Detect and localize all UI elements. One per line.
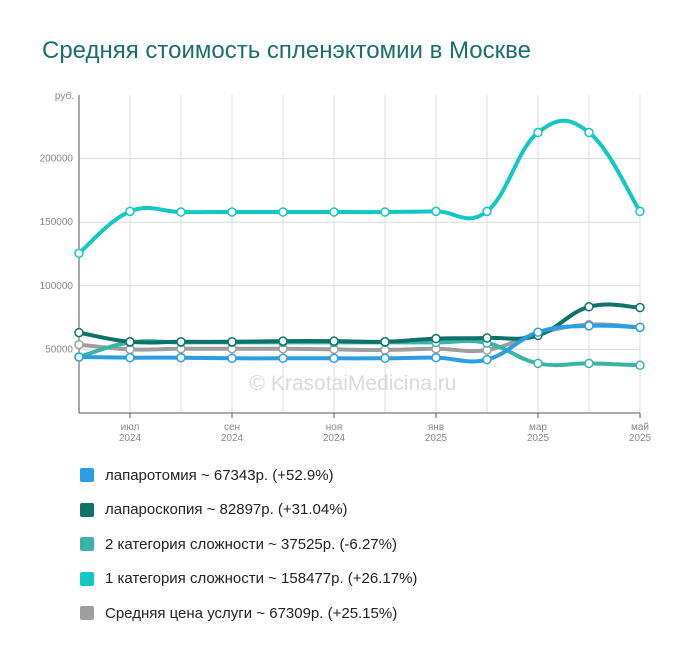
x-tick-label-year: 2025	[629, 433, 652, 444]
data-point[interactable]	[380, 207, 390, 217]
data-point[interactable]	[74, 327, 84, 338]
data-point[interactable]	[278, 336, 288, 346]
legend-label: 1 категория сложности ~ 158477р. (+26.17…	[105, 570, 418, 588]
x-tick-label-year: 2025	[425, 433, 448, 444]
y-tick-label: 200000	[40, 154, 74, 165]
y-tick-label: 150000	[40, 217, 74, 228]
y-tick-labels: 50000 100000 150000 200000	[40, 154, 74, 356]
data-point[interactable]	[482, 206, 492, 217]
series-line-4	[77, 118, 642, 256]
data-point[interactable]	[278, 207, 288, 217]
x-tick-label-month: июл	[121, 422, 140, 433]
series-line-2	[77, 302, 642, 345]
data-point[interactable]	[533, 358, 543, 369]
x-tick-label-year: 2024	[221, 433, 244, 444]
chart-title: Средняя стоимость спленэктомии в Москве	[42, 37, 531, 64]
x-tick-label-year: 2024	[119, 433, 142, 444]
legend-item[interactable]: 1 категория сложности ~ 158477р. (+26.17…	[80, 562, 417, 597]
x-tick-label-month: янв	[428, 422, 444, 433]
data-point[interactable]	[176, 207, 186, 217]
data-point[interactable]	[380, 345, 390, 355]
data-point[interactable]	[329, 207, 339, 217]
data-point[interactable]	[329, 353, 339, 364]
data-point[interactable]	[74, 339, 84, 350]
data-point[interactable]	[329, 336, 339, 346]
legend-label: Средняя цена услуги ~ 67309р. (+25.15%)	[105, 604, 398, 622]
data-point[interactable]	[125, 206, 135, 217]
x-tick-label-month: сен	[224, 422, 240, 433]
series-line-1	[77, 323, 642, 364]
y-tick-label: 100000	[40, 281, 74, 292]
data-point[interactable]	[227, 337, 237, 347]
data-point[interactable]	[380, 337, 390, 347]
data-point[interactable]	[584, 127, 594, 138]
x-tick-label-year: 2024	[323, 433, 346, 444]
data-point[interactable]	[482, 354, 492, 365]
data-point[interactable]	[125, 337, 135, 347]
legend-item[interactable]: Средняя цена услуги ~ 67309р. (+25.15%)	[80, 596, 417, 631]
data-point[interactable]	[533, 127, 543, 138]
data-point[interactable]	[176, 337, 186, 347]
data-point[interactable]	[74, 352, 84, 362]
legend-swatch	[80, 537, 94, 552]
legend-label: лапаротомия ~ 67343р. (+52.9%)	[105, 466, 334, 484]
legend-swatch	[80, 571, 94, 586]
legend-item[interactable]: 2 категория сложности ~ 37525р. (-6.27%)	[80, 527, 417, 562]
x-tick-labels: июл2024сен2024ноя2024янв2025мар2025май20…	[119, 413, 652, 444]
data-point[interactable]	[431, 333, 441, 344]
data-point[interactable]	[635, 322, 645, 333]
data-point[interactable]	[227, 207, 237, 217]
y-unit-label: руб.	[55, 90, 74, 102]
legend-item[interactable]: лапароскопия ~ 82897р. (+31.04%)	[80, 493, 417, 528]
data-point[interactable]	[584, 321, 594, 331]
data-point[interactable]	[431, 206, 441, 217]
data-point[interactable]	[635, 360, 645, 371]
data-point[interactable]	[482, 333, 492, 343]
data-point[interactable]	[227, 353, 237, 364]
series-line-3	[77, 338, 642, 368]
legend-label: 2 категория сложности ~ 37525р. (-6.27%)	[105, 535, 397, 553]
data-point[interactable]	[584, 302, 594, 312]
data-point[interactable]	[278, 353, 288, 364]
data-point[interactable]	[431, 352, 441, 363]
data-point[interactable]	[176, 352, 186, 363]
data-point[interactable]	[533, 327, 543, 337]
series-points	[74, 127, 645, 371]
legend-swatch	[80, 502, 94, 517]
legend-swatch	[80, 606, 94, 621]
legend-label: лапароскопия ~ 82897р. (+31.04%)	[105, 501, 348, 519]
x-tick-label-year: 2025	[527, 433, 550, 444]
legend-swatch	[80, 468, 94, 483]
data-point[interactable]	[125, 352, 135, 363]
legend-item[interactable]: лапаротомия ~ 67343р. (+52.9%)	[80, 458, 417, 493]
series-lines	[77, 118, 642, 368]
data-point[interactable]	[380, 353, 390, 364]
data-point[interactable]	[74, 248, 84, 258]
x-tick-label-month: май	[631, 422, 649, 433]
data-point[interactable]	[635, 302, 645, 313]
x-tick-label-month: мар	[529, 422, 547, 433]
y-tick-label: 50000	[45, 344, 73, 355]
data-point[interactable]	[635, 206, 645, 217]
watermark: © KrasotaiMedicina.ru	[250, 372, 457, 395]
data-point[interactable]	[584, 358, 594, 369]
x-tick-label-month: ноя	[326, 422, 343, 433]
legend: лапаротомия ~ 67343р. (+52.9%) лапароскоп…	[80, 458, 417, 631]
